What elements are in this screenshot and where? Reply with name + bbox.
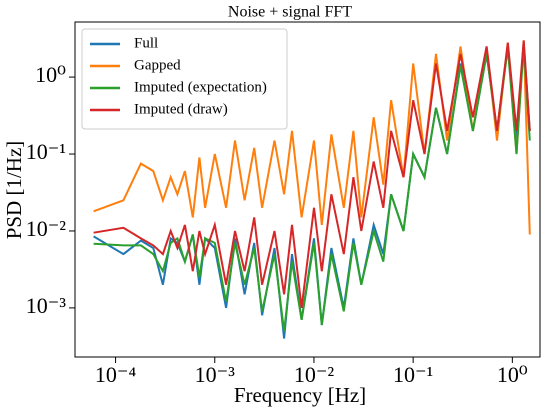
series-line [93, 40, 531, 309]
legend-label: Imputed (expectation) [134, 79, 267, 95]
series-line [93, 40, 531, 235]
x-tick-label: 10⁻³ [195, 362, 236, 387]
x-axis-label: Frequency [Hz] [234, 383, 366, 407]
x-tick-label: 10⁰ [497, 362, 528, 387]
legend-label: Gapped [134, 57, 181, 73]
x-tick-label: 10⁻¹ [393, 362, 433, 387]
legend-label: Imputed (draw) [134, 101, 228, 117]
y-tick-label: 10⁻¹ [26, 139, 66, 164]
x-tick-label: 10⁻² [294, 362, 335, 387]
x-tick-label: 10⁻⁴ [95, 362, 137, 387]
y-tick-label: 10⁻² [26, 216, 67, 241]
y-tick-label: 10⁻³ [26, 293, 67, 318]
plot-frame [74, 21, 541, 358]
series-line [93, 45, 531, 332]
legend-box [81, 28, 288, 130]
y-axis-label: PSD [1/Hz] [2, 141, 26, 240]
legend-label: Full [134, 35, 158, 51]
chart-title: Noise + signal FFT [228, 4, 352, 21]
y-tick-label: 10⁰ [35, 62, 66, 87]
